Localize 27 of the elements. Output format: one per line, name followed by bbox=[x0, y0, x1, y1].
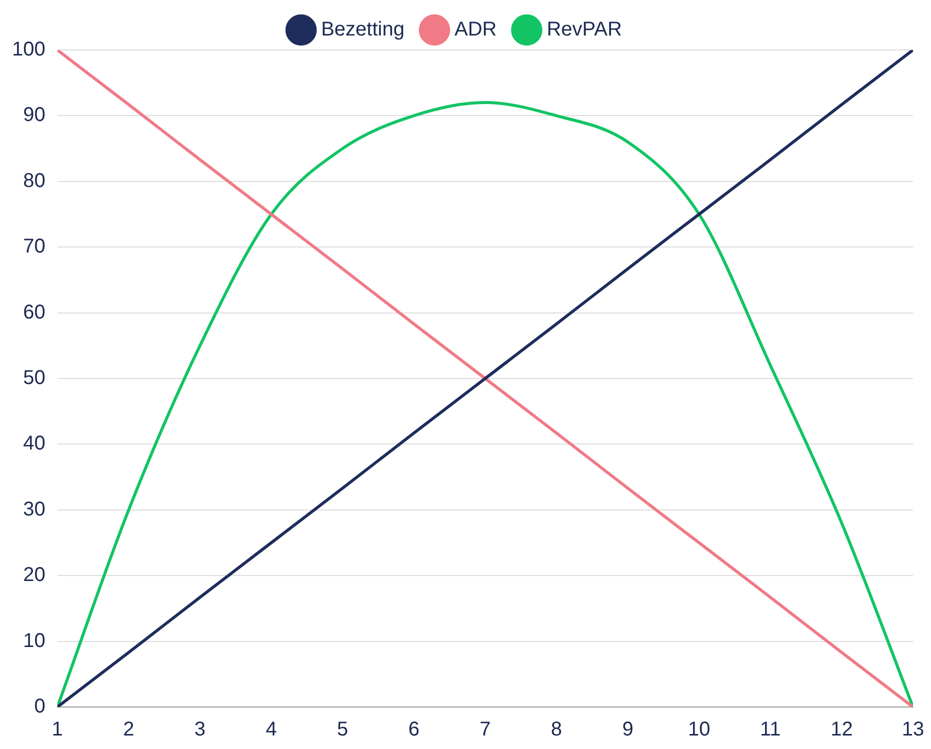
y-tick-label: 0 bbox=[34, 696, 46, 718]
x-tick-label: 7 bbox=[480, 718, 491, 741]
x-tick-label: 12 bbox=[830, 718, 853, 741]
legend-label: RevPAR bbox=[546, 18, 622, 41]
x-tick-label: 2 bbox=[123, 718, 134, 741]
x-tick-label: 10 bbox=[688, 718, 710, 741]
x-tick-label: 9 bbox=[622, 718, 634, 741]
y-tick-label: 10 bbox=[23, 630, 46, 652]
x-tick-label: 1 bbox=[52, 718, 63, 741]
y-tick-label: 70 bbox=[23, 236, 46, 258]
y-tick-label: 100 bbox=[12, 38, 46, 61]
y-tick-label: 50 bbox=[23, 367, 46, 390]
y-tick-label: 80 bbox=[23, 170, 46, 192]
y-tick-label: 40 bbox=[23, 432, 46, 455]
legend-label: Bezetting bbox=[321, 18, 404, 41]
x-tick-label: 8 bbox=[550, 718, 562, 741]
y-tick-label: 30 bbox=[23, 498, 46, 520]
legend-label: ADR bbox=[454, 18, 497, 41]
y-tick-label: 60 bbox=[23, 301, 46, 324]
x-tick-label: 4 bbox=[266, 718, 277, 741]
x-tick-label: 3 bbox=[194, 718, 206, 741]
y-tick-label: 20 bbox=[23, 564, 46, 586]
x-tick-label: 11 bbox=[760, 718, 781, 741]
x-tick-label: 5 bbox=[337, 718, 348, 741]
x-tick-label: 13 bbox=[902, 718, 924, 741]
y-tick-label: 90 bbox=[23, 104, 46, 126]
x-tick-label: 6 bbox=[408, 718, 420, 741]
